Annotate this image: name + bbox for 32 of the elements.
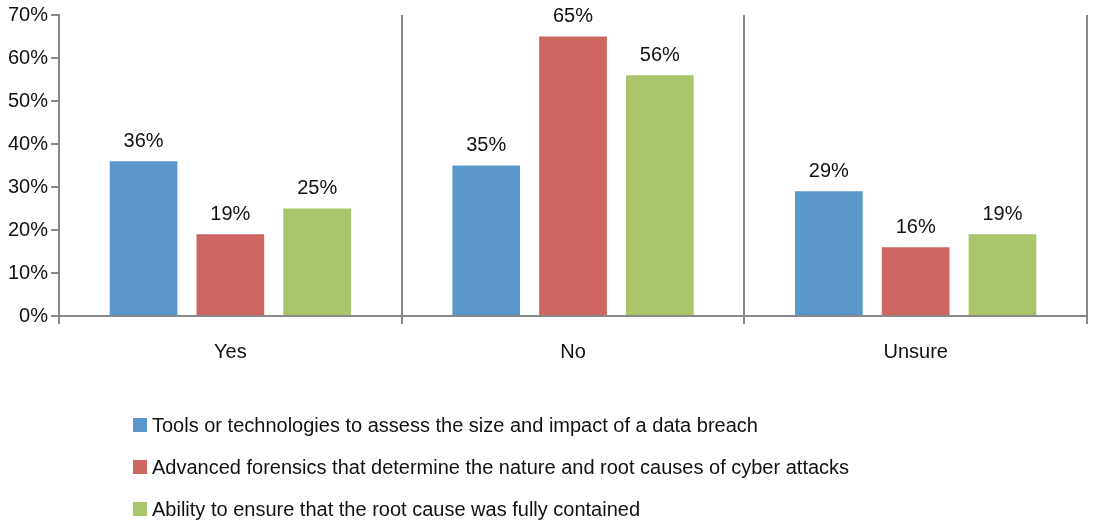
legend-label: Tools or technologies to assess the size and impact of a data breach	[152, 413, 758, 437]
y-tick-label: 40%	[8, 131, 49, 154]
y-tick-label: 60%	[8, 45, 49, 68]
y-tick-label: 30%	[8, 174, 49, 197]
legend-label: Advanced forensics that determine the nature and root causes of cyber attacks	[152, 455, 850, 479]
bar	[109, 161, 178, 315]
data-label: 56%	[639, 42, 681, 65]
bar	[625, 75, 694, 315]
data-label: 36%	[123, 128, 164, 151]
data-label: 19%	[210, 201, 251, 224]
data-label: 29%	[808, 158, 850, 181]
data-label: 35%	[466, 133, 507, 156]
data-label: 19%	[982, 201, 1023, 224]
legend-label: Ability to ensure that the root cause was fully contained	[152, 497, 641, 521]
y-tick-label: 10%	[8, 260, 49, 283]
bar	[452, 165, 521, 315]
y-tick-label: 20%	[8, 217, 49, 240]
y-tick-label: 0%	[19, 303, 49, 326]
bar	[968, 234, 1037, 315]
bar	[539, 36, 607, 315]
bar	[196, 234, 265, 315]
x-tick-label: Yes	[214, 339, 247, 362]
data-label: 16%	[895, 214, 936, 237]
bar	[283, 208, 352, 315]
x-tick-label: No	[560, 339, 586, 362]
data-label: 25%	[297, 176, 338, 199]
bar	[881, 247, 950, 315]
y-tick-label: 70%	[8, 2, 49, 25]
bar	[795, 191, 863, 315]
data-label: 65%	[553, 4, 594, 27]
x-tick-label: Unsure	[883, 339, 948, 362]
y-tick-label: 50%	[8, 88, 49, 111]
